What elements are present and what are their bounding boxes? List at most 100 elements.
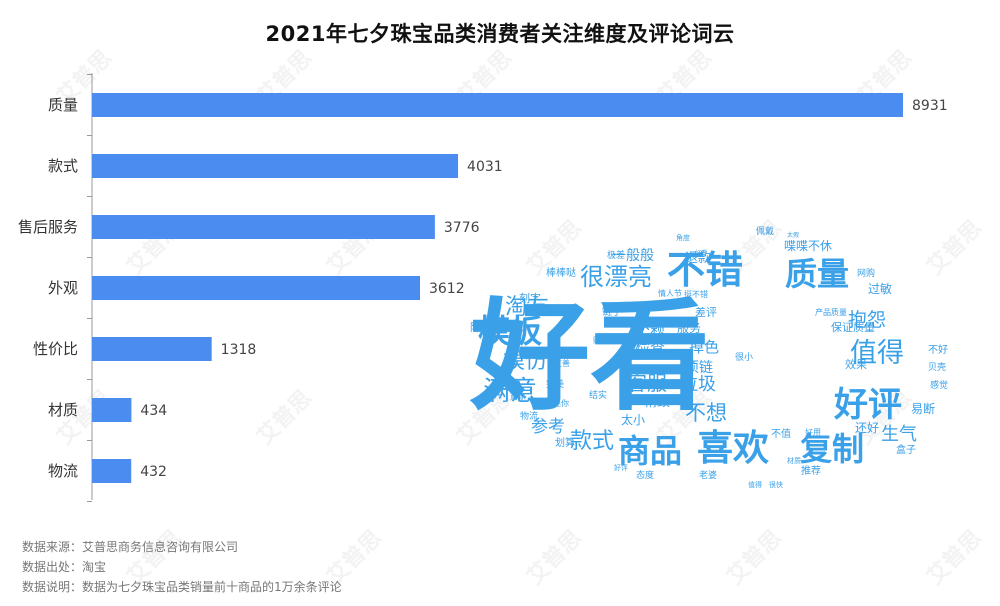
word-cloud-word: 角度 [676,233,690,242]
word-cloud-word: 不赖 [635,319,665,337]
data-label: 8931 [912,98,948,114]
word-cloud-word: 太小 [621,412,645,427]
word-cloud-word: 效果 [845,357,867,371]
word-cloud-word: 一般般 [612,248,654,264]
category-label: 性价比 [33,340,78,358]
word-cloud-word: 模仿 [503,349,547,374]
word-cloud-word: 精致 [644,395,670,410]
word-cloud-word: 客服 [627,371,667,395]
word-cloud-word: 降价 [470,320,492,334]
word-cloud-word: 差评 [695,305,717,319]
word-cloud-word: 老婆 [699,469,717,481]
word-cloud-word: 项链 [685,360,713,376]
word-cloud-word: 材质 [787,456,801,465]
word-cloud-word: 模板 [478,312,542,350]
word-cloud-word: 物流 [520,410,538,422]
source-line: 数据出处：淘宝 [22,560,107,574]
word-cloud-word: 喋喋不休 [784,239,832,253]
word-cloud-word: 挺不错 [684,289,708,299]
word-cloud-word: 掉色 [689,338,719,356]
word-cloud-word: 网购 [857,267,875,279]
word-cloud-word: 很快 [769,480,783,489]
data-label: 1318 [221,342,257,358]
word-cloud-word: 喜欢 [697,428,769,469]
bar-2 [92,215,435,239]
word-cloud-word: 质量 [785,255,849,293]
word-cloud-word: 好看 [695,249,707,257]
category-label: 质量 [48,96,78,114]
word-cloud-word: 淘友 [505,295,549,320]
word-cloud-word: 情人节 [658,288,682,298]
word-cloud-word: 完美 [546,378,564,390]
data-label: 3776 [444,220,480,236]
word-cloud-word: 复制 [800,430,864,468]
word-cloud-word: 款式 [570,429,614,454]
bar-3 [92,276,420,300]
word-cloud-word: 推荐 [801,464,821,477]
word-cloud-word: 太假 [787,231,799,239]
word-cloud-word: 退款 [685,251,711,266]
word-cloud-word: 不想 [685,401,727,425]
word-cloud-word: 值得 [748,480,762,489]
word-cloud-word: 购物 [593,335,609,345]
bar-5 [92,398,132,422]
word-cloud-word: 好看 [469,288,710,427]
word-cloud-word: 还好 [855,421,879,435]
bar-1 [92,154,459,178]
word-cloud-word: 易断 [911,401,935,416]
source-line: 数据说明：数据为七夕珠宝品类销量前十商品的1万余条评论 [22,580,342,594]
word-cloud-word: 链子 [602,305,622,318]
word-cloud-word: 极差 [607,249,625,261]
category-label: 材质 [48,401,78,419]
source-line: 数据来源：艾普思商务信息咨询有限公司 [22,540,239,554]
word-cloud-word: 商家 [510,391,526,401]
word-cloud-word: 很小 [735,351,753,363]
word-cloud-word: 商品 [618,432,682,470]
word-cloud-word: 服务 [677,320,701,335]
data-label: 432 [140,464,167,480]
category-label: 外观 [48,279,78,297]
word-cloud-word: 好用 [805,427,821,437]
data-label: 434 [140,403,167,419]
category-label: 款式 [48,157,78,175]
word-cloud-word: 盒子 [896,443,916,456]
word-cloud-word: 迷你 [553,398,569,408]
word-cloud-word: 过敏 [868,281,892,296]
bar-4 [92,337,212,361]
word-cloud-word: 不值 [771,427,791,440]
word-cloud-word: 值得 [850,338,904,369]
word-cloud-word: 贝壳 [928,361,946,373]
word-cloud-word: 保证质量 [831,320,875,334]
word-cloud-word: 态度 [636,469,654,481]
word-cloud-word: 结实 [589,389,607,401]
word-cloud-word: 生气 [881,424,917,445]
category-label: 售后服务 [18,218,78,236]
word-cloud-word: 划算 [555,436,575,449]
word-cloud-word: 检查 [635,338,665,356]
word-cloud-word: 棒棒哒 [546,266,576,279]
word-cloud-word: 刻字 [519,291,541,305]
word-cloud-word: 很漂亮 [580,263,652,291]
bars-layer: 质量 8931 款式 4031 售后服务 3776 外观 3612 性价比 1318 材质 434 物流… [18,73,948,502]
word-cloud-word: 好评 [614,463,628,472]
bar-6 [92,459,132,483]
data-label: 3612 [429,281,465,297]
word-cloud-word: 抱怨 [848,309,886,331]
word-cloud-word: 垃圾 [680,374,716,395]
word-cloud-word: 参考 [531,417,565,437]
word-cloud-word: 友善 [554,358,570,368]
data-label: 4031 [467,159,503,175]
word-cloud-word: 产品质量 [815,307,847,317]
word-cloud-word: 不好 [928,344,948,356]
category-label: 物流 [48,462,78,480]
word-cloud-word: 感觉 [930,379,948,391]
word-cloud-word: 佩戴 [756,225,774,237]
chart-title: 2021年七夕珠宝品类消费者关注维度及评论词云 [265,22,735,46]
word-cloud-word: 好评 [833,385,902,425]
word-cloud-word: 不错 [667,248,743,292]
word-cloud-word: 满意 [483,376,537,407]
bar-0 [92,93,903,117]
source-notes: 数据来源：艾普思商务信息咨询有限公司 数据出处：淘宝 数据说明：数据为七夕珠宝品… [22,537,342,597]
